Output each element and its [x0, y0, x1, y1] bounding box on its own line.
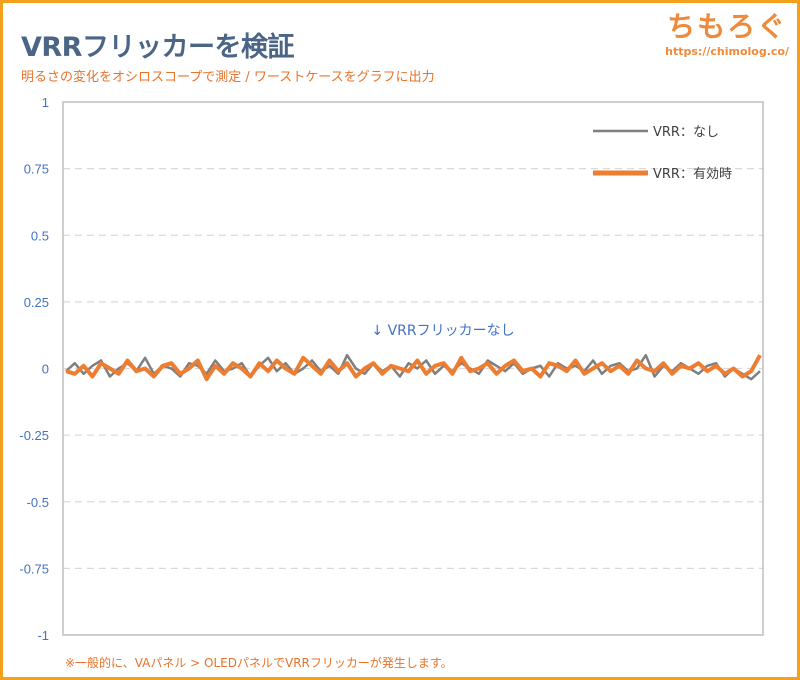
y-tick-label: -0.75 — [19, 561, 49, 576]
logo: ちもろぐ https://chimolog.co/ — [665, 5, 789, 58]
legend-label-0: VRR：なし — [653, 125, 719, 140]
y-tick-label: 0 — [42, 362, 49, 377]
logo-url: https://chimolog.co/ — [665, 45, 789, 58]
footnote: ※一般的に、VAパネル > OLEDパネルでVRRフリッカーが発生します。 — [65, 656, 453, 670]
page-subtitle: 明るさの変化をオシロスコープで測定 / ワーストケースをグラフに出力 — [21, 70, 435, 85]
page-title: VRRフリッカーを検証 — [21, 32, 294, 63]
y-tick-label: -0.25 — [19, 428, 49, 443]
logo-text: ちもろぐ — [667, 10, 788, 43]
annotation: ↓ VRRフリッカーなし — [371, 323, 514, 339]
legend-label-1: VRR：有効時 — [653, 167, 732, 182]
y-tick-label: 0.75 — [24, 162, 49, 177]
y-tick-label: 0.5 — [31, 228, 49, 243]
y-tick-label: 1 — [42, 95, 49, 110]
series-line-1 — [65, 354, 762, 382]
line-chart: 1 0.75 0.5 0.25 0 -0.25 -0.5 -0.75 -1 ↓ VRRフリッカーな… — [19, 95, 764, 643]
y-tick-label: -0.5 — [27, 495, 49, 510]
y-tick-label: 0.25 — [24, 295, 49, 310]
y-tick-label: -1 — [37, 628, 49, 643]
plot-area — [62, 101, 764, 636]
